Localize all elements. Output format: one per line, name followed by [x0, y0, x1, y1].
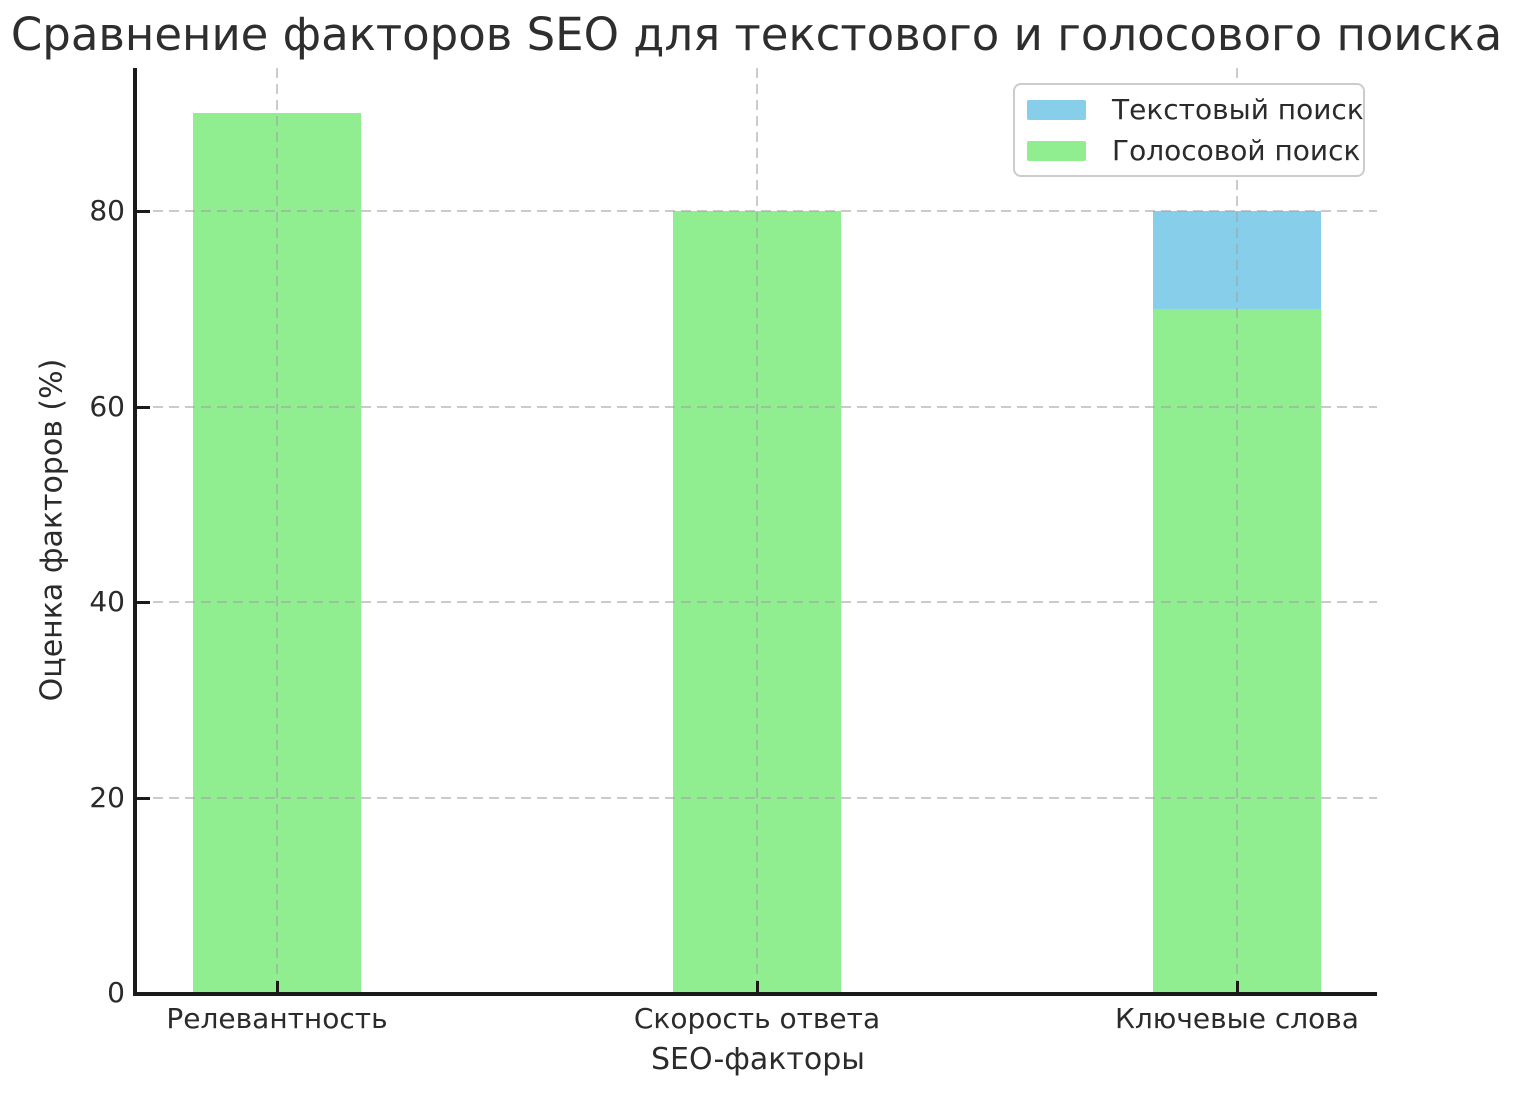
- x-tick-label-cat0: Релевантность: [166, 1002, 388, 1035]
- y-tick-label-60: 60: [89, 390, 125, 423]
- legend-item-0: Текстовый поиск: [1015, 93, 1364, 126]
- x-tickmark-cat2: [1236, 981, 1239, 992]
- x-tick-label-cat2: Ключевые слова: [1115, 1002, 1359, 1035]
- y-tickmark-40: [137, 601, 150, 604]
- legend-swatch-1: [1027, 140, 1086, 161]
- x-tickmark-cat1: [756, 981, 759, 992]
- legend-swatch-0: [1027, 99, 1086, 120]
- v-gridline-cat1: [756, 68, 758, 993]
- y-axis-line: [133, 68, 137, 996]
- legend-label-0: Текстовый поиск: [1112, 93, 1364, 126]
- x-tickmark-cat0: [276, 981, 279, 992]
- y-tick-label-20: 20: [89, 781, 125, 814]
- chart-title: Сравнение факторов SEO для текстового и …: [10, 8, 1503, 61]
- y-tick-label-80: 80: [89, 194, 125, 227]
- y-tick-label-0: 0: [107, 976, 125, 1009]
- y-tick-label-40: 40: [89, 585, 125, 618]
- v-gridline-cat2: [1236, 68, 1238, 993]
- v-gridline-cat0: [276, 68, 278, 993]
- legend: Текстовый поиск Голосовой поиск: [1013, 83, 1365, 177]
- y-tickmark-60: [137, 406, 150, 409]
- x-axis-label: SEO-факторы: [651, 1042, 865, 1077]
- y-tickmark-0: [137, 992, 150, 995]
- legend-label-1: Голосовой поиск: [1112, 134, 1361, 167]
- x-axis-line: [133, 992, 1377, 996]
- x-tick-label-cat1: Скорость ответа: [633, 1002, 881, 1035]
- y-tickmark-80: [137, 210, 150, 213]
- legend-item-1: Голосовой поиск: [1015, 134, 1363, 167]
- y-tickmark-20: [137, 797, 150, 800]
